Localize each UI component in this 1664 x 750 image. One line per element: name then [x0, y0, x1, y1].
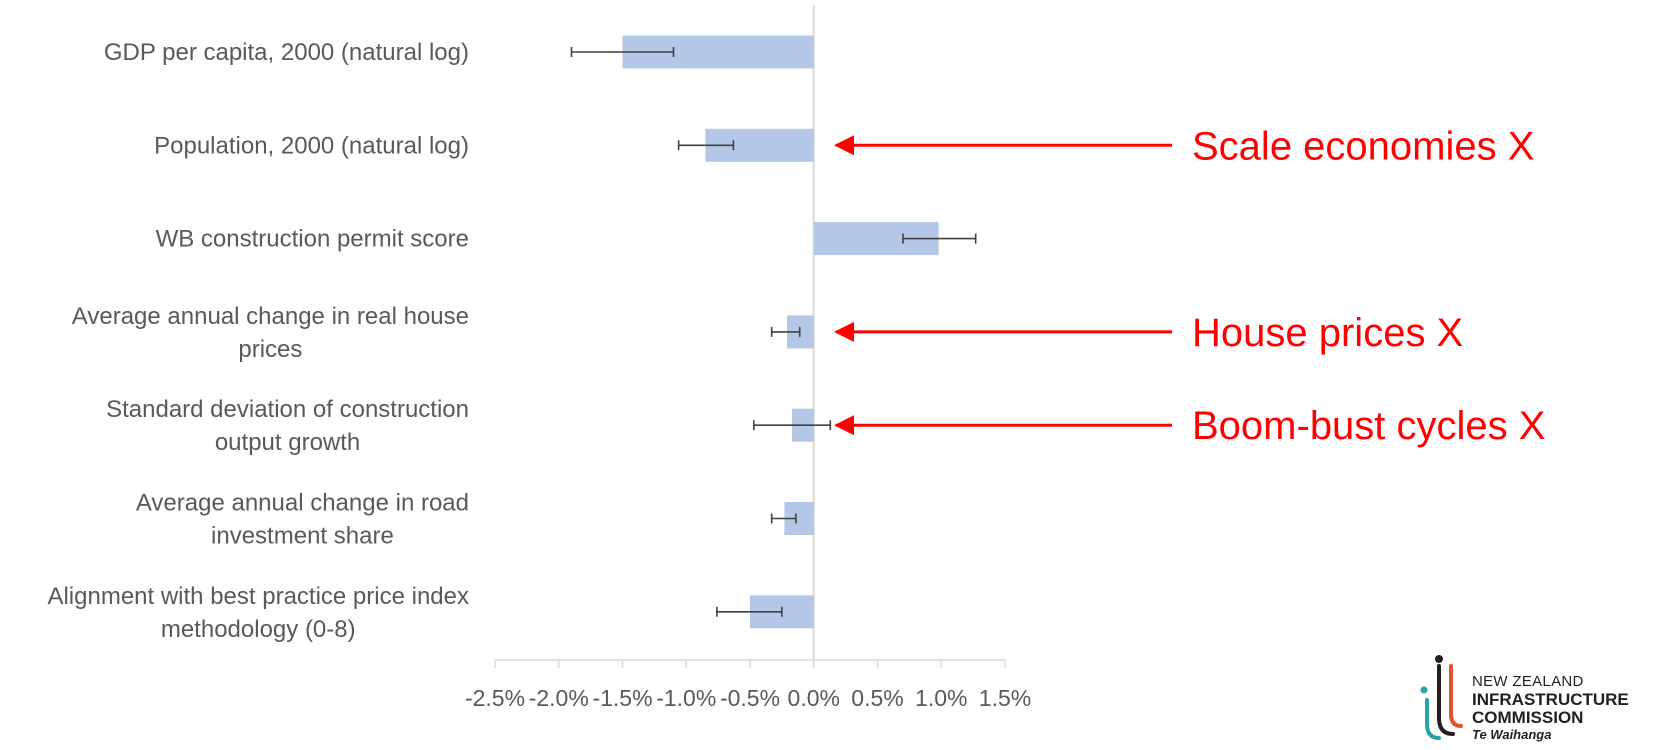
- error-bar: [677, 140, 735, 151]
- x-tick-label: -2.0%: [529, 685, 589, 711]
- category-label: Average annual change in road investment …: [136, 490, 469, 550]
- category-label-line: prices: [238, 336, 302, 363]
- category-labels: GDP per capita, 2000 (natural log) Popula…: [47, 39, 469, 643]
- category-label-line: Standard deviation of construction: [106, 396, 469, 423]
- error-bar: [770, 513, 797, 524]
- error-bar: [902, 233, 977, 244]
- category-label-line: Average annual change in real house: [72, 303, 469, 330]
- x-tick-label: -1.5%: [592, 685, 652, 711]
- annotations: Scale economies X House prices X Boom-bust…: [834, 124, 1545, 448]
- error-bar: [753, 420, 832, 431]
- x-tick-label: 1.5%: [979, 685, 1031, 711]
- category-label-line: Average annual change in road: [136, 490, 469, 517]
- category-label: Population, 2000 (natural log): [154, 132, 469, 159]
- category-label-line: methodology (0-8): [161, 616, 356, 643]
- category-label: Average annual change in real house price…: [72, 303, 469, 363]
- infrastructure-commission-logo: NEW ZEALAND INFRASTRUCTURE COMMISSION Te…: [1418, 652, 1629, 742]
- error-bar: [770, 326, 801, 337]
- logo-line-4: Te Waihanga: [1472, 727, 1552, 742]
- x-tick-label: -1.0%: [656, 685, 716, 711]
- logo-line-2: INFRASTRUCTURE: [1472, 690, 1629, 709]
- category-label-line: output growth: [215, 429, 360, 456]
- logo-mark-icon: [1420, 655, 1463, 740]
- error-bar: [570, 47, 675, 57]
- category-label: WB construction permit score: [156, 226, 469, 253]
- logo-line-1: NEW ZEALAND: [1472, 673, 1584, 690]
- x-tick-label: -2.5%: [465, 685, 525, 711]
- category-label-line: investment share: [211, 523, 394, 550]
- bars-layer: [570, 35, 977, 629]
- x-tick-labels: -2.5% -2.0% -1.5% -1.0% -0.5% 0.0% 0.5% 1.0% 1.5…: [465, 685, 1031, 711]
- logo-text: NEW ZEALAND INFRASTRUCTURE COMMISSION Te…: [1472, 674, 1629, 741]
- category-label: GDP per capita, 2000 (natural log): [104, 39, 469, 66]
- category-label-line: Alignment with best practice price index: [47, 583, 469, 610]
- annotation-text: Scale economies X: [1192, 124, 1534, 168]
- x-tick-label: 0.0%: [788, 685, 840, 711]
- x-tick-label: -0.5%: [720, 685, 780, 711]
- category-label: Standard deviation of construction output…: [106, 396, 469, 456]
- annotation-text: House prices X: [1192, 311, 1463, 355]
- error-bar: [716, 606, 783, 617]
- logo-line-3: COMMISSION: [1472, 708, 1584, 727]
- category-label: Alignment with best practice price index…: [47, 583, 469, 643]
- x-tick-label: 1.0%: [915, 685, 967, 711]
- x-tick-label: 0.5%: [851, 685, 903, 711]
- annotation-text: Boom-bust cycles X: [1192, 404, 1545, 448]
- axis-layer: [494, 5, 1006, 668]
